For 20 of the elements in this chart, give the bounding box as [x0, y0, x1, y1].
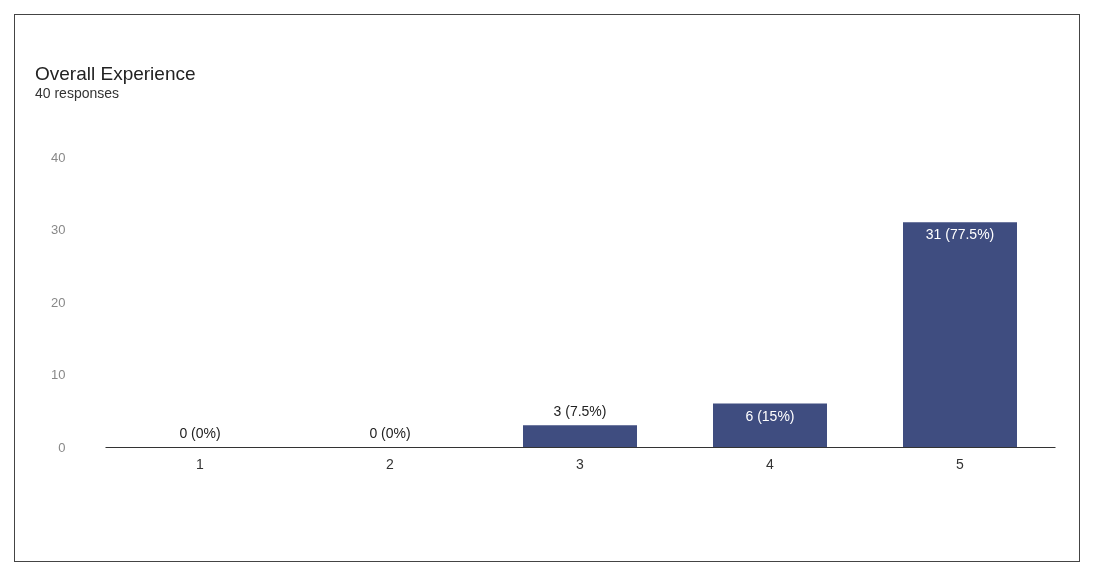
y-tick-label: 40: [51, 149, 66, 165]
y-tick-label: 0: [58, 439, 66, 455]
y-tick-label: 10: [51, 367, 66, 382]
data-label: 3 (7.5%): [553, 403, 607, 420]
y-tick-label: 30: [51, 222, 66, 237]
chart-title: Overall Experience: [35, 63, 196, 84]
x-tick-label: 4: [766, 455, 775, 472]
data-label: 31 (77.5%): [925, 226, 995, 243]
x-tick-label: 1: [196, 455, 205, 472]
x-tick-label: 2: [386, 455, 395, 472]
data-label: 0 (0%): [369, 425, 411, 441]
y-tick-label: 20: [51, 294, 66, 310]
data-label: 6 (15%): [745, 407, 795, 424]
x-tick-label: 3: [576, 455, 585, 472]
bar: [903, 222, 1017, 447]
x-tick-label: 5: [956, 455, 965, 472]
bar: [713, 403, 827, 447]
chart-subtitle: 40 responses: [35, 85, 120, 101]
bar: [523, 425, 637, 447]
data-label: 0 (0%): [179, 425, 221, 441]
